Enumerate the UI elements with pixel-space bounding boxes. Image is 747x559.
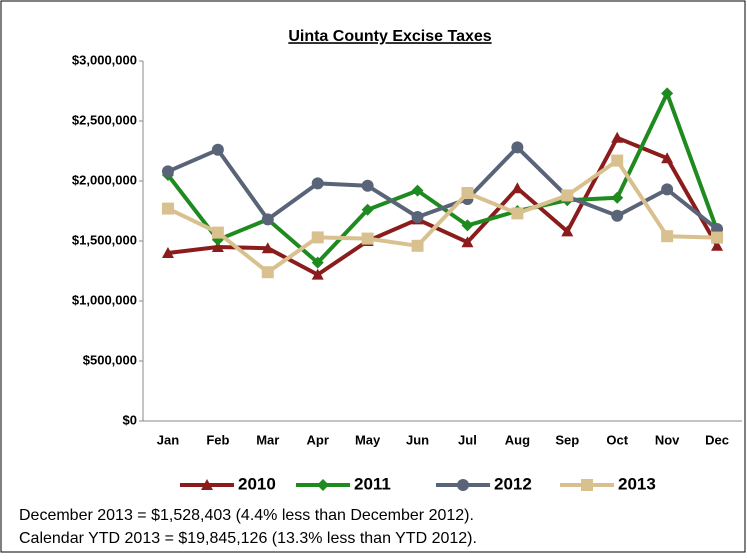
marker bbox=[361, 232, 374, 245]
y-tick-label: $1,000,000 bbox=[72, 292, 137, 307]
legend-label: 2013 bbox=[618, 474, 656, 493]
marker bbox=[161, 247, 174, 258]
series-line bbox=[167, 135, 719, 277]
marker bbox=[411, 239, 424, 252]
chart-title: Uinta County Excise Taxes bbox=[288, 28, 491, 45]
marker bbox=[511, 141, 524, 154]
marker bbox=[561, 189, 574, 202]
annotation: Calendar YTD 2013 = $19,845,126 (13.3% l… bbox=[19, 530, 477, 547]
marker bbox=[711, 231, 724, 244]
marker bbox=[311, 177, 324, 190]
marker bbox=[201, 479, 213, 490]
x-tick-label: Dec bbox=[705, 432, 729, 447]
legend-label: 2012 bbox=[494, 474, 532, 493]
x-tick-label: Oct bbox=[606, 432, 628, 447]
marker bbox=[411, 184, 424, 197]
marker bbox=[161, 202, 174, 215]
y-tick-label: $3,000,000 bbox=[72, 52, 137, 67]
legend-label: 2011 bbox=[354, 474, 391, 493]
marker bbox=[261, 213, 274, 226]
marker bbox=[461, 219, 474, 232]
marker bbox=[211, 143, 224, 156]
y-tick-label: $0 bbox=[123, 412, 137, 427]
y-tick-label: $500,000 bbox=[83, 352, 137, 367]
marker bbox=[361, 203, 374, 216]
marker bbox=[611, 131, 624, 143]
marker bbox=[661, 152, 674, 164]
marker bbox=[461, 236, 474, 248]
x-tick-label: Sep bbox=[555, 432, 579, 447]
marker bbox=[311, 231, 324, 244]
marker bbox=[461, 187, 474, 199]
marker bbox=[457, 479, 469, 491]
y-tick-label: $2,000,000 bbox=[72, 172, 137, 187]
marker bbox=[611, 191, 624, 204]
marker bbox=[411, 211, 424, 223]
x-tick-label: Jun bbox=[406, 432, 429, 447]
marker bbox=[511, 207, 524, 220]
marker bbox=[261, 242, 274, 254]
y-tick-label: $1,500,000 bbox=[72, 232, 137, 247]
x-tick-label: Jul bbox=[458, 432, 477, 447]
marker bbox=[311, 256, 324, 269]
marker bbox=[211, 241, 224, 252]
marker bbox=[661, 183, 674, 196]
marker bbox=[511, 182, 524, 194]
marker bbox=[317, 479, 329, 491]
x-tick-label: Apr bbox=[307, 432, 329, 447]
marker bbox=[611, 209, 624, 222]
series-line bbox=[167, 158, 718, 275]
annotation: December 2013 = $1,528,403 (4.4% less th… bbox=[19, 507, 474, 524]
x-tick-label: May bbox=[355, 432, 381, 447]
marker bbox=[661, 87, 674, 100]
x-tick-label: Mar bbox=[256, 432, 279, 447]
marker bbox=[581, 479, 593, 491]
legend-label: 2010 bbox=[238, 474, 276, 493]
marker bbox=[711, 239, 724, 251]
x-tick-label: Feb bbox=[206, 432, 229, 447]
series-line bbox=[167, 145, 719, 231]
x-tick-label: Aug bbox=[505, 432, 530, 447]
marker bbox=[611, 154, 624, 167]
x-tick-label: Jan bbox=[157, 432, 179, 447]
marker bbox=[661, 230, 674, 243]
marker bbox=[261, 266, 274, 279]
marker bbox=[311, 268, 324, 280]
marker bbox=[211, 226, 224, 239]
marker bbox=[161, 165, 174, 178]
y-tick-label: $2,500,000 bbox=[72, 112, 137, 127]
marker bbox=[561, 225, 574, 237]
x-tick-label: Nov bbox=[655, 432, 680, 447]
marker bbox=[361, 179, 374, 192]
